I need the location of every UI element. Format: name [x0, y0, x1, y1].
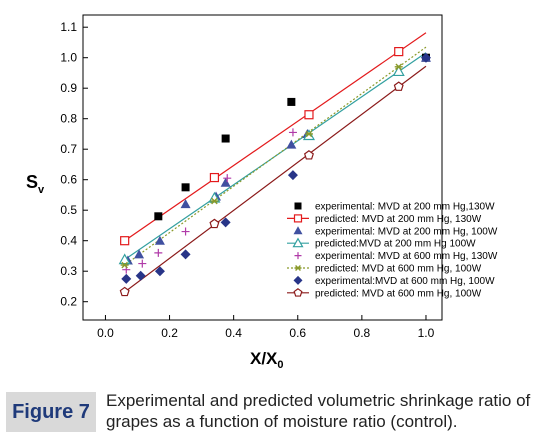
- x-tick-label: 0.6: [289, 326, 306, 340]
- data-point-series-8: [393, 81, 404, 91]
- data-point-series-7: [121, 273, 132, 284]
- data-point-series-7: [135, 270, 146, 281]
- x-axis-label: X/X0: [250, 349, 284, 371]
- data-point-series-5: [288, 128, 297, 137]
- y-tick-label: 1.1: [60, 20, 77, 34]
- data-point-series-4: [118, 253, 131, 265]
- figure-label: Figure 7: [6, 392, 96, 432]
- data-point-series-7: [154, 266, 165, 277]
- legend-marker-3: [293, 226, 303, 235]
- x-tick-label: 1.0: [418, 326, 435, 340]
- data-point-series-1: [154, 212, 163, 221]
- data-point-series-3: [180, 199, 191, 209]
- data-point-series-1: [221, 134, 230, 143]
- legend-marker-5: [294, 252, 302, 260]
- legend-label-5: experimental: MVD at 600 mm Hg, 130W: [315, 251, 498, 262]
- data-point-series-2: [120, 236, 130, 246]
- data-point-series-1: [287, 97, 296, 106]
- series-line-8: [122, 65, 427, 294]
- data-point-series-8: [209, 218, 220, 229]
- data-point-series-3: [134, 249, 145, 259]
- figure-caption: Figure 7 Experimental and predicted volu…: [0, 384, 544, 440]
- y-tick-label: 1.0: [60, 51, 77, 65]
- data-point-series-5: [154, 248, 163, 257]
- caption-text: Experimental and predicted volumetric sh…: [106, 391, 531, 431]
- legend-label-3: experimental: MVD at 200 mm Hg, 100W: [315, 226, 498, 237]
- legend-marker-4: [292, 237, 304, 248]
- data-point-series-6: [394, 63, 403, 71]
- y-tick-label: 0.2: [60, 295, 77, 309]
- legend-marker-2: [293, 214, 303, 223]
- legend-label-2: predicted: MVD at 200 mm Hg, 130W: [315, 214, 482, 225]
- y-tick-label: 0.7: [60, 142, 77, 156]
- x-tick-label: 0.8: [354, 326, 371, 340]
- y-tick-label: 0.4: [60, 234, 77, 248]
- y-tick-label: 0.6: [60, 173, 77, 187]
- series-line-2: [122, 32, 427, 243]
- data-point-series-2: [394, 46, 404, 57]
- legend-marker-1: [294, 202, 302, 210]
- data-point-series-7: [420, 52, 431, 63]
- y-tick-label: 0.5: [60, 203, 77, 217]
- legend-label-6: predicted: MVD at 600 mm Hg, 100W: [315, 264, 482, 275]
- data-point-series-3: [154, 235, 165, 245]
- data-point-series-3: [220, 177, 231, 187]
- data-point-series-6: [210, 197, 219, 205]
- data-point-series-7: [220, 217, 231, 228]
- data-point-series-4: [302, 129, 315, 141]
- legend-label-7: experimental:MVD at 600 mm Hg, 100W: [315, 276, 495, 287]
- y-tick-label: 0.3: [60, 264, 77, 278]
- y-tick-label: 0.8: [60, 112, 77, 126]
- data-point-series-4: [392, 65, 405, 77]
- data-point-series-8: [303, 150, 314, 160]
- chart: 0.0 0.2 0.4 0.6 0.8 1.0 0.2 0.3 0.4 0.5 0.6 0.7 0.8 0…: [26, 14, 498, 371]
- x-tick-label: 0.2: [161, 326, 178, 340]
- data-point-series-7: [287, 170, 298, 181]
- data-point-series-6: [304, 130, 313, 138]
- data-point-series-5: [181, 227, 190, 236]
- data-point-series-5: [138, 259, 147, 268]
- data-point-series-2: [209, 172, 220, 183]
- y-tick-label: 0.9: [60, 81, 77, 95]
- legend-marker-6: [294, 265, 302, 271]
- legend-marker-8: [293, 288, 303, 297]
- legend-marker-7: [293, 275, 303, 285]
- data-point-series-6: [120, 261, 129, 269]
- data-point-series-2: [304, 110, 314, 120]
- y-axis-label: Sv: [26, 172, 45, 196]
- plot-frame: [82, 14, 443, 321]
- data-point-series-7: [180, 249, 191, 260]
- data-point-series-1: [181, 183, 190, 192]
- x-tick-label: 0.4: [225, 326, 242, 340]
- x-tick-label: 0.0: [97, 326, 114, 340]
- legend-label-4: predicted:MVD at 200 mm Hg 100W: [315, 239, 476, 250]
- series-line-4: [122, 52, 427, 262]
- data-point-series-5: [223, 174, 232, 183]
- legend-label-8: predicted: MVD at 600 mm Hg, 100W: [315, 288, 482, 299]
- data-point-series-3: [286, 139, 297, 149]
- data-point-series-8: [119, 286, 130, 297]
- legend-label-1: experimental: MVD at 200 mm Hg,130W: [315, 202, 495, 213]
